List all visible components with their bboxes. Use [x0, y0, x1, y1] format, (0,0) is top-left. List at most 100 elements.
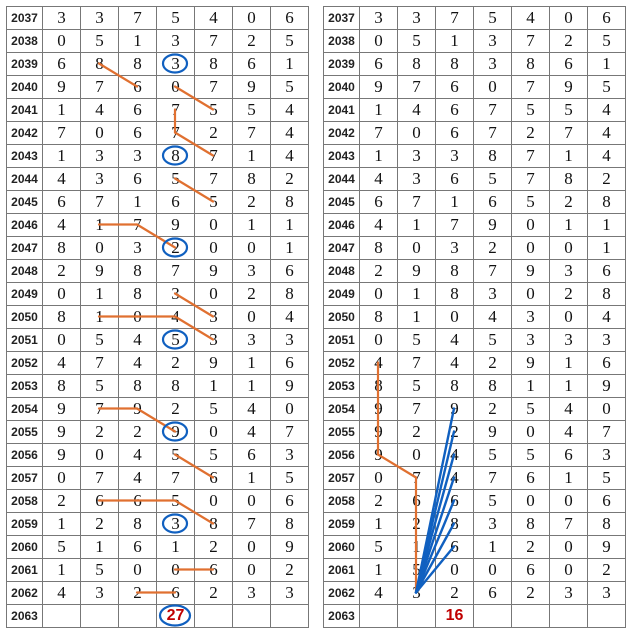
cell: 2	[550, 283, 588, 306]
cell: 4	[271, 122, 309, 145]
cell: 1	[360, 145, 398, 168]
cell: 4	[233, 398, 271, 421]
cell: 0	[512, 283, 550, 306]
table-row: 20380513725	[324, 30, 626, 53]
cell: 3	[588, 444, 626, 467]
cell: 6	[119, 168, 157, 191]
cell: 1	[157, 536, 195, 559]
cell: 8	[43, 375, 81, 398]
cell: 4	[474, 306, 512, 329]
cell: 6	[436, 122, 474, 145]
cell: 6	[550, 444, 588, 467]
cell: 5	[360, 536, 398, 559]
cell: 2	[588, 168, 626, 191]
table-row: 20427067274	[7, 122, 309, 145]
cell	[119, 605, 157, 628]
cell: 5	[195, 99, 233, 122]
row-number: 2037	[324, 7, 360, 30]
cell: 0	[43, 30, 81, 53]
cell: 3	[271, 582, 309, 605]
cell: 3	[271, 444, 309, 467]
cell: 6	[81, 490, 119, 513]
row-number: 2047	[7, 237, 43, 260]
cell: 0	[81, 122, 119, 145]
row-number: 2060	[324, 536, 360, 559]
cell: 9	[588, 536, 626, 559]
row-number: 2045	[324, 191, 360, 214]
cell: 4	[360, 168, 398, 191]
cell: 3	[550, 260, 588, 283]
cell: 2	[81, 513, 119, 536]
cell: 8	[195, 513, 233, 536]
cell: 3	[474, 30, 512, 53]
cell: 2	[157, 398, 195, 421]
cell: 4	[271, 145, 309, 168]
cell: 1	[550, 467, 588, 490]
table-row: 20582665006	[7, 490, 309, 513]
table-row: 20611500602	[7, 559, 309, 582]
cell: 0	[550, 306, 588, 329]
cell: 8	[233, 168, 271, 191]
cell: 0	[436, 306, 474, 329]
cell: 1	[436, 30, 474, 53]
cell: 8	[157, 145, 195, 168]
cell: 3	[474, 513, 512, 536]
cell: 8	[474, 145, 512, 168]
cell: 1	[119, 30, 157, 53]
cell: 3	[588, 582, 626, 605]
cell: 7	[436, 7, 474, 30]
cell: 9	[474, 421, 512, 444]
cell: 5	[195, 398, 233, 421]
cell: 8	[360, 237, 398, 260]
cell: 2	[436, 582, 474, 605]
cell: 1	[195, 375, 233, 398]
row-number: 2048	[7, 260, 43, 283]
cell: 7	[81, 76, 119, 99]
cell: 5	[271, 467, 309, 490]
cell: 8	[157, 375, 195, 398]
cell: 6	[588, 260, 626, 283]
cell: 6	[233, 53, 271, 76]
cell: 8	[81, 53, 119, 76]
cell: 3	[195, 329, 233, 352]
cell: 0	[512, 490, 550, 513]
row-number: 2044	[324, 168, 360, 191]
cell: 2	[233, 191, 271, 214]
cell: 9	[360, 398, 398, 421]
cell: 9	[360, 444, 398, 467]
cell: 2	[271, 559, 309, 582]
cell: 3	[233, 329, 271, 352]
cell: 2	[550, 191, 588, 214]
cell: 4	[271, 306, 309, 329]
table-row: 20538588119	[324, 375, 626, 398]
table-row: 20396883861	[7, 53, 309, 76]
row-number: 2062	[7, 582, 43, 605]
cell: 8	[43, 237, 81, 260]
cell	[588, 605, 626, 628]
cell: 4	[119, 467, 157, 490]
cell: 6	[436, 168, 474, 191]
cell: 4	[43, 582, 81, 605]
cell: 0	[360, 467, 398, 490]
cell: 3	[398, 168, 436, 191]
cell: 8	[588, 191, 626, 214]
cell: 9	[512, 352, 550, 375]
row-number: 2051	[7, 329, 43, 352]
cell: 0	[195, 283, 233, 306]
cell: 3	[436, 145, 474, 168]
cell: 4	[398, 99, 436, 122]
cell: 6	[436, 76, 474, 99]
row-number: 2059	[7, 513, 43, 536]
cell: 0	[119, 559, 157, 582]
cell: 1	[474, 536, 512, 559]
table-row: 20431338714	[7, 145, 309, 168]
cell: 4	[81, 99, 119, 122]
cell: 7	[195, 76, 233, 99]
cell: 7	[360, 122, 398, 145]
cell: 4	[271, 99, 309, 122]
cell: 7	[233, 513, 271, 536]
cell: 6	[119, 490, 157, 513]
cell: 0	[398, 237, 436, 260]
table-row: 20409760795	[7, 76, 309, 99]
cell: 4	[588, 99, 626, 122]
